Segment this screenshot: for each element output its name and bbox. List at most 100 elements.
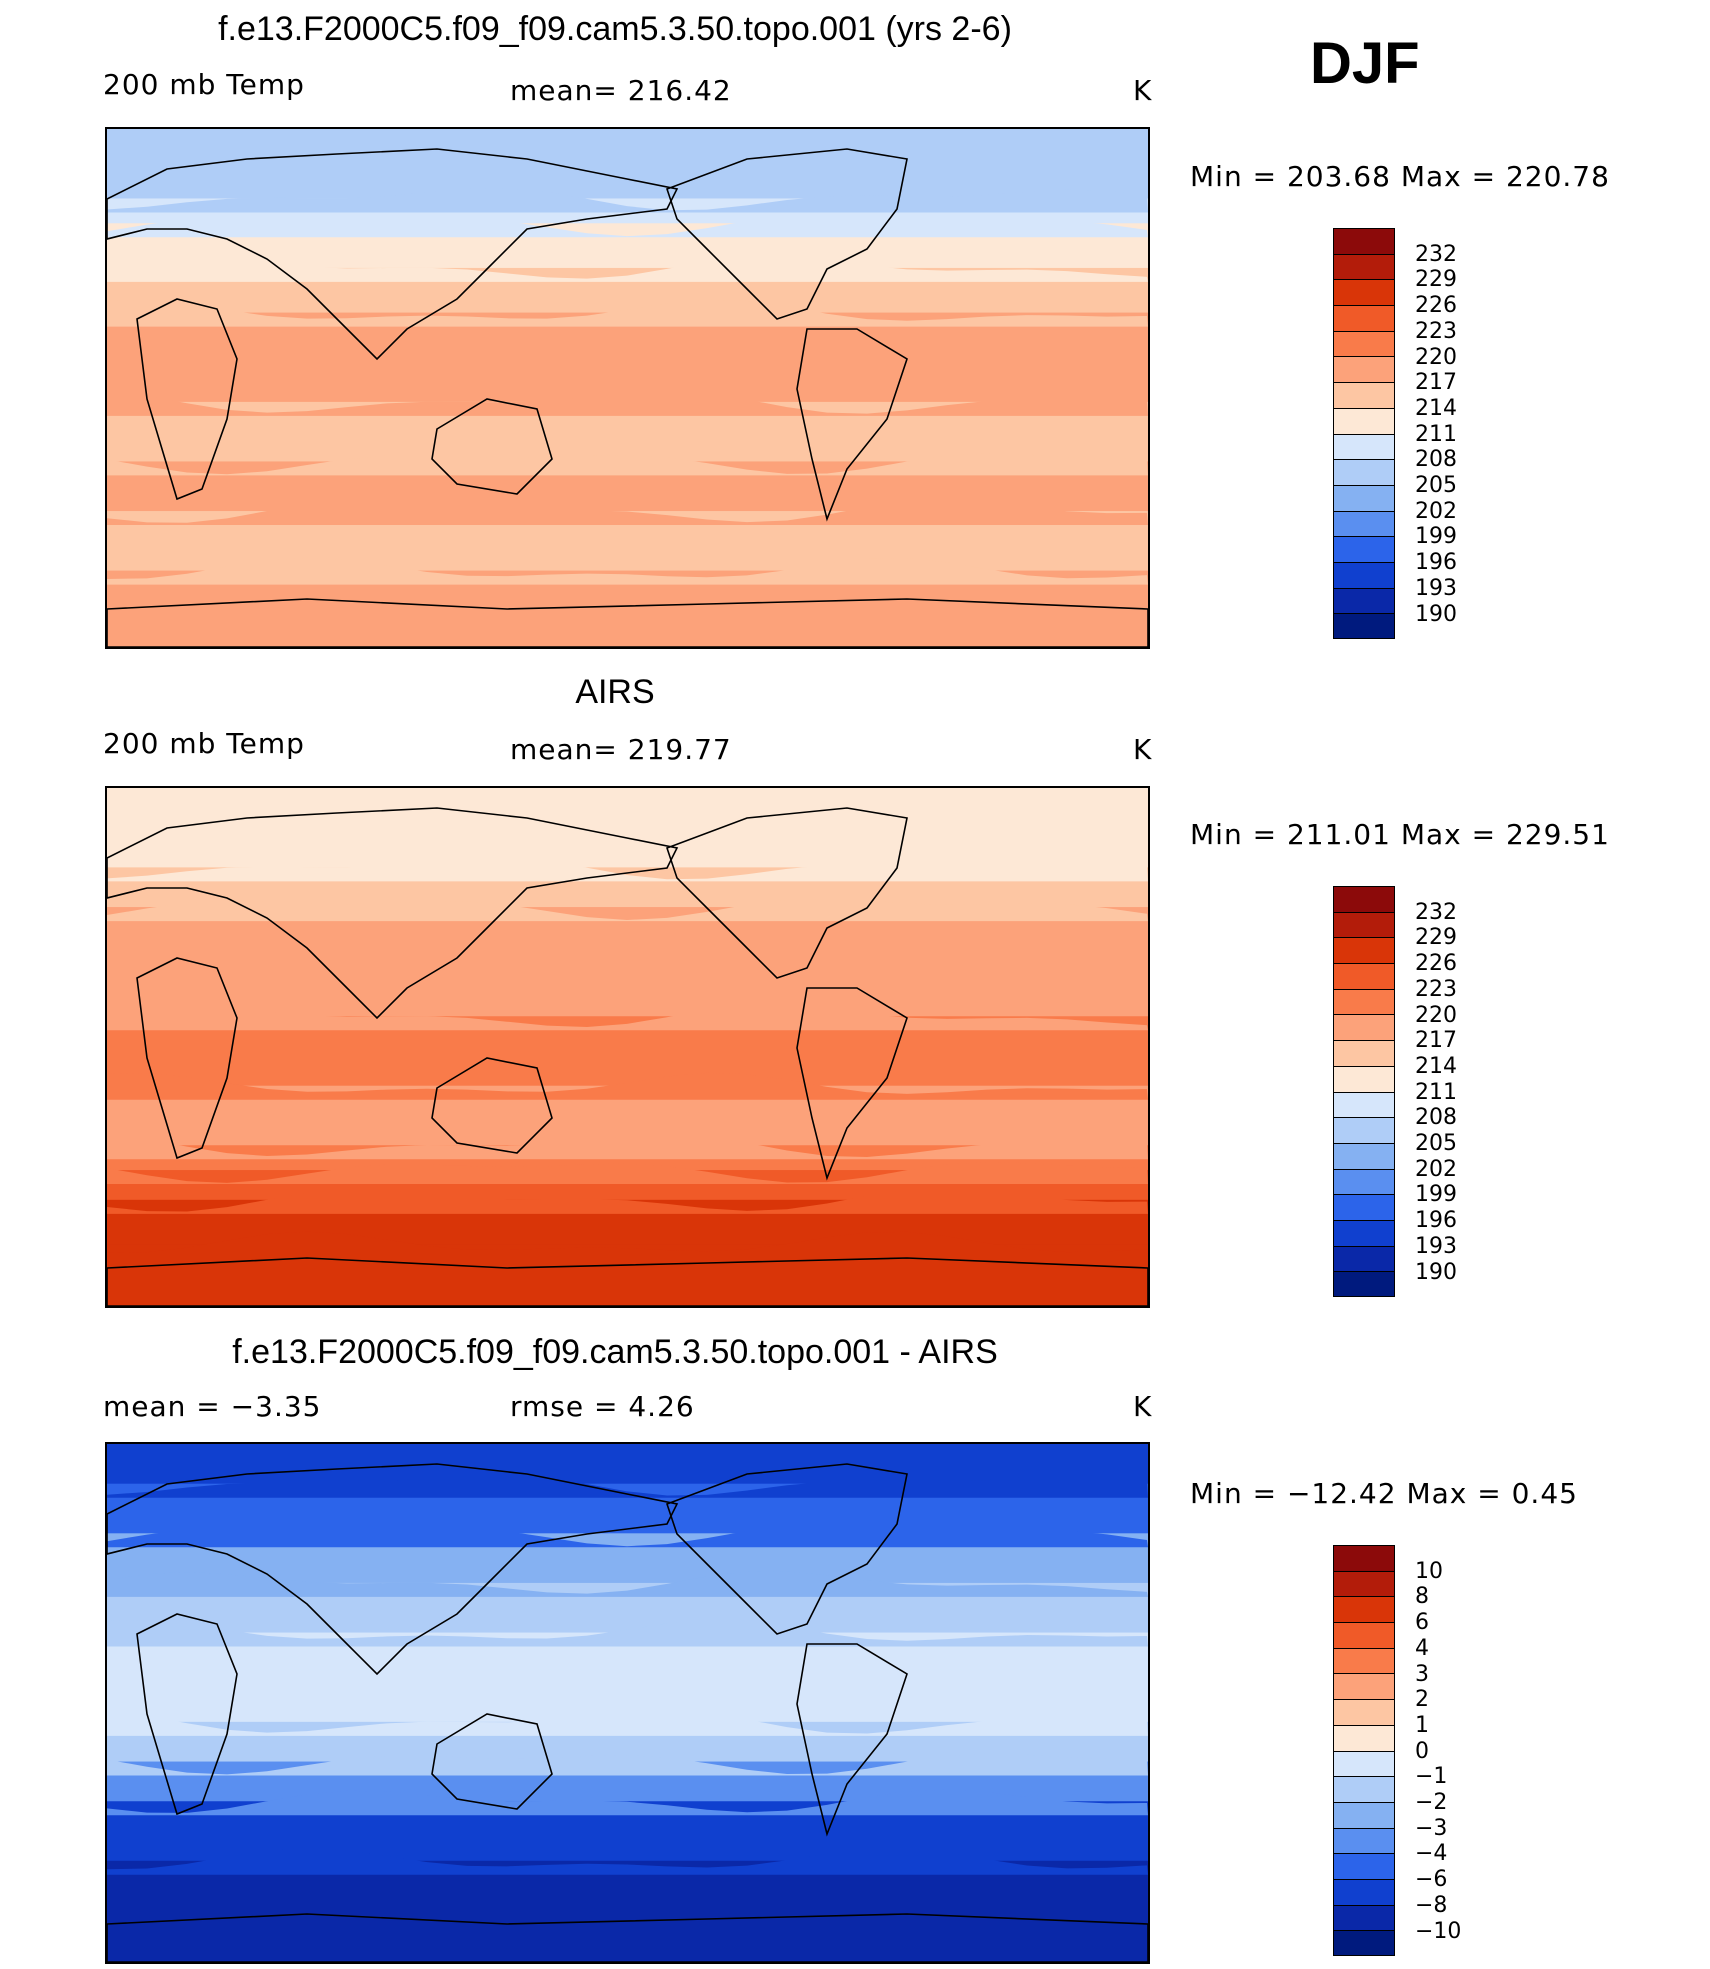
coastline xyxy=(665,1463,908,1635)
colorbar-swatch xyxy=(1333,988,1395,1015)
colorbar-tick-label: 205 xyxy=(1415,473,1457,498)
field-band-edge xyxy=(107,1072,1148,1100)
colorbar-tick-label: 208 xyxy=(1415,1105,1457,1131)
colorbar-swatch xyxy=(1333,937,1395,964)
panel-1-field xyxy=(107,129,1148,647)
colorbar-tick-label: −6 xyxy=(1415,1867,1448,1893)
field-band-edge xyxy=(107,1753,1148,1776)
field-band-edge xyxy=(107,557,1148,585)
field-band-edge xyxy=(107,1004,1148,1031)
colorbar-swatch xyxy=(1333,1570,1395,1597)
colorbar-swatch xyxy=(1333,613,1395,639)
colorbar-swatch xyxy=(1333,1750,1395,1777)
field-band-edge xyxy=(107,299,1148,327)
colorbar-swatch xyxy=(1333,1545,1395,1571)
colorbar-tick-label: 8 xyxy=(1415,1584,1429,1610)
colorbar-tick-label: 211 xyxy=(1415,421,1457,447)
colorbar-swatch xyxy=(1333,1596,1395,1623)
colorbar-tick-label: 226 xyxy=(1415,951,1457,977)
colorbar-swatch xyxy=(1333,1194,1395,1220)
colorbar-swatch xyxy=(1333,1673,1395,1700)
panel-3-title: f.e13.F2000C5.f09_f09.cam5.3.50.topo.001… xyxy=(232,1333,998,1371)
panel-1-minmax: Min = 203.68 Max = 220.78 xyxy=(1190,160,1610,193)
colorbar-tick-label: 229 xyxy=(1415,267,1457,293)
panel-3-minmax: Min = −12.42 Max = 0.45 xyxy=(1190,1477,1578,1510)
colorbar-swatch xyxy=(1333,382,1395,408)
panel-2-map xyxy=(105,786,1150,1308)
panel-3-map xyxy=(105,1442,1150,1964)
coastline xyxy=(796,328,908,522)
panel-2-field xyxy=(107,788,1148,1306)
panel-2-title: AIRS xyxy=(575,673,655,711)
colorbar-swatch xyxy=(1333,963,1395,989)
field-band-edge xyxy=(107,1710,1148,1736)
colorbar-tick-label: 199 xyxy=(1415,524,1457,550)
colorbar-swatch xyxy=(1333,911,1395,938)
colorbar-swatch xyxy=(1333,279,1395,306)
field-band-edge xyxy=(107,857,1148,882)
field-band-edge xyxy=(107,1524,1148,1548)
coastline xyxy=(796,1643,908,1837)
colorbar-tick-label: 193 xyxy=(1415,575,1457,601)
panel-1-units-label: K xyxy=(1133,74,1153,107)
field-band-edge xyxy=(107,1571,1148,1597)
panel-1-mean-label: mean= 216.42 xyxy=(510,74,732,107)
colorbar-swatch xyxy=(1333,587,1395,614)
field-band-edge xyxy=(107,188,1148,213)
coastline xyxy=(136,957,238,1160)
panel-2-mean-label: mean= 219.77 xyxy=(510,733,732,766)
colorbar-tick-label: 229 xyxy=(1415,925,1457,951)
colorbar-swatch xyxy=(1333,1040,1395,1066)
coastline xyxy=(136,298,238,501)
colorbar-swatch xyxy=(1333,510,1395,537)
colorbar-tick-label: 196 xyxy=(1415,1208,1457,1234)
colorbar-swatch xyxy=(1333,1091,1395,1118)
field-band-edge xyxy=(107,390,1148,416)
colorbar-swatch xyxy=(1333,253,1395,280)
field-band-edge xyxy=(107,453,1148,476)
colorbar-swatch xyxy=(1333,1622,1395,1648)
field-band-edge xyxy=(107,1188,1148,1214)
field-band-edge xyxy=(107,1789,1148,1816)
colorbar-swatch xyxy=(1333,1801,1395,1828)
colorbar-swatch xyxy=(1333,1776,1395,1802)
colorbar-tick-label: −10 xyxy=(1415,1918,1462,1944)
panel-1-variable-label: 200 mb Temp xyxy=(103,68,305,101)
colorbar-swatch xyxy=(1333,1117,1395,1143)
field-band-edge xyxy=(107,898,1148,922)
field-band xyxy=(107,1444,1148,1485)
colorbar-swatch xyxy=(1333,1142,1395,1169)
coastline xyxy=(107,148,679,361)
panel-1-title: f.e13.F2000C5.f09_f09.cam5.3.50.topo.001… xyxy=(218,10,1012,48)
colorbar-tick-label: 202 xyxy=(1415,1156,1457,1182)
colorbar-swatch xyxy=(1333,1699,1395,1725)
colorbar-swatch xyxy=(1333,356,1395,383)
field-band-edge xyxy=(107,1162,1148,1185)
panel-1-colorbar xyxy=(1333,228,1395,639)
colorbar-tick-label: 217 xyxy=(1415,1028,1457,1054)
colorbar-tick-label: 190 xyxy=(1415,1259,1457,1285)
coastline xyxy=(431,398,553,495)
field-band-edge xyxy=(107,1134,1148,1160)
colorbar-swatch xyxy=(1333,1014,1395,1041)
colorbar-tick-label: 190 xyxy=(1415,601,1457,627)
field-band-edge xyxy=(107,1847,1148,1875)
colorbar-swatch xyxy=(1333,1724,1395,1751)
colorbar-swatch xyxy=(1333,1647,1395,1674)
colorbar-tick-label: 202 xyxy=(1415,498,1457,524)
colorbar-tick-label: 193 xyxy=(1415,1233,1457,1259)
colorbar-swatch xyxy=(1333,1219,1395,1246)
colorbar-swatch xyxy=(1333,561,1395,588)
colorbar-swatch xyxy=(1333,886,1395,912)
colorbar-tick-label: 220 xyxy=(1415,344,1457,370)
coastline xyxy=(431,1057,553,1154)
field-band xyxy=(107,312,1148,403)
coastline xyxy=(107,1463,679,1676)
colorbar-swatch xyxy=(1333,228,1395,254)
colorbar-swatch xyxy=(1333,1168,1395,1195)
colorbar-swatch xyxy=(1333,1904,1395,1931)
colorbar-tick-label: 220 xyxy=(1415,1002,1457,1028)
colorbar-swatch xyxy=(1333,1245,1395,1272)
field-band-edge xyxy=(107,256,1148,282)
colorbar-tick-label: −1 xyxy=(1415,1764,1448,1790)
